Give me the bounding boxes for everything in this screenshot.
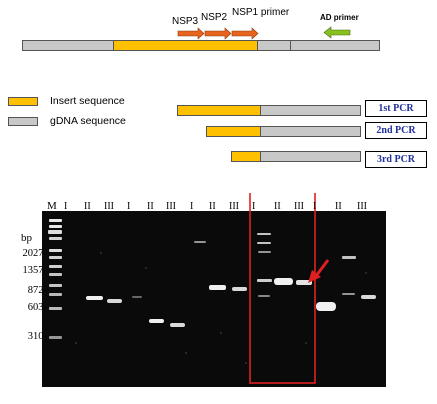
lane-label: III <box>104 201 114 212</box>
pcr2-gdna <box>260 126 361 137</box>
unit-label: bp <box>21 232 32 244</box>
marker-size-label: 872- <box>27 285 47 296</box>
legend-gdna-swatch <box>8 117 38 126</box>
marker-size-label: 2027- <box>22 248 48 259</box>
pcr1-insert <box>177 105 261 116</box>
legend-gdna-label: gDNA sequence <box>50 115 126 127</box>
lane-label: I <box>313 201 317 212</box>
lane-label: III <box>357 201 367 212</box>
construct-right-gdna <box>257 40 380 51</box>
lane-label: I <box>64 201 68 212</box>
nsp2-arrow-icon <box>204 27 232 40</box>
pcr3-gdna <box>260 151 361 162</box>
ad-arrow-icon <box>323 26 351 39</box>
lane-label: II <box>335 201 342 212</box>
construct-divider <box>290 40 291 51</box>
lane-label: I <box>252 201 256 212</box>
nsp1-label: NSP1 primer <box>232 7 290 18</box>
nsp3-label: NSP3 <box>172 16 199 27</box>
highlight-box <box>249 193 316 384</box>
lane-label: I <box>190 201 194 212</box>
lane-label: II <box>274 201 281 212</box>
marker-label: M <box>47 200 57 212</box>
marker-size-label: 310- <box>27 331 47 342</box>
pcr3-label: 3rd PCR <box>365 151 427 168</box>
lane-label: III <box>166 201 176 212</box>
pcr2-insert <box>206 126 261 137</box>
marker-lane <box>48 219 62 339</box>
lane-label: I <box>127 201 131 212</box>
marker-size-label: 603- <box>27 302 47 313</box>
pcr1-gdna <box>260 105 361 116</box>
marker-size-label: 1357- <box>22 265 48 276</box>
gel-specks <box>75 252 367 364</box>
legend-insert-label: Insert sequence <box>50 95 125 107</box>
lane-label: II <box>147 201 154 212</box>
pcr2-label: 2nd PCR <box>365 122 427 139</box>
construct-left-gdna <box>22 40 114 51</box>
ad-primer-label: AD primer <box>320 13 359 22</box>
nsp3-arrow-icon <box>177 27 205 40</box>
lane-label: II <box>209 201 216 212</box>
lane-label: II <box>84 201 91 212</box>
construct-insert <box>113 40 258 51</box>
nsp2-label: NSP2 <box>201 12 228 23</box>
red-arrow-icon <box>308 259 330 283</box>
primer-arrows <box>177 26 351 40</box>
lane-label: III <box>294 201 304 212</box>
gel-image <box>6 193 432 391</box>
nsp1-arrow-icon <box>231 27 259 40</box>
pcr3-insert <box>231 151 261 162</box>
lane-label: III <box>229 201 239 212</box>
sample-bands <box>86 233 376 327</box>
pcr1-label: 1st PCR <box>365 100 427 117</box>
legend-insert-swatch <box>8 97 38 106</box>
